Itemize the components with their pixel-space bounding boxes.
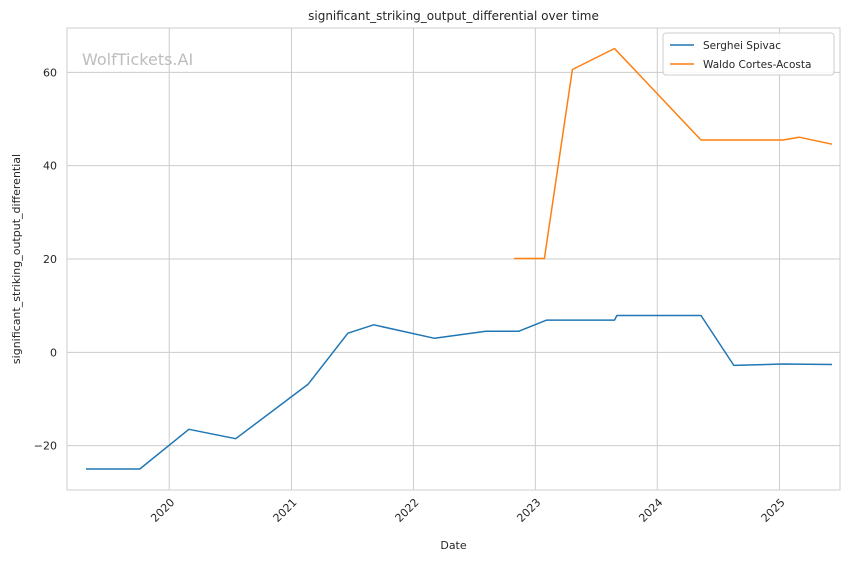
y-tick-label: 60 <box>43 66 57 79</box>
y-tick-label: 0 <box>50 346 57 359</box>
y-tick-label: 20 <box>43 253 57 266</box>
y-tick-label: −20 <box>34 440 57 453</box>
legend-label-waldo-cortes-acosta: Waldo Cortes-Acosta <box>703 59 811 71</box>
y-axis-label: significant_striking_output_differential <box>10 154 23 364</box>
legend: Serghei Spivac Waldo Cortes-Acosta <box>662 32 835 76</box>
y-tick-labels: −20 0 20 40 60 <box>34 66 57 452</box>
grid-lines <box>67 28 840 490</box>
x-axis-label: Date <box>440 539 467 552</box>
series-line-waldo-cortes-acosta <box>514 47 833 260</box>
chart-title: significant_striking_output_differential… <box>308 9 599 23</box>
series-lines <box>86 47 833 470</box>
legend-label-serghei-spivac: Serghei Spivac <box>703 40 781 52</box>
plot-area-frame <box>66 27 841 491</box>
y-tick-label: 40 <box>43 160 57 173</box>
series-line-serghei-spivac <box>86 314 833 470</box>
watermark: WolfTickets.AI <box>82 50 193 69</box>
legend-box <box>662 32 835 76</box>
